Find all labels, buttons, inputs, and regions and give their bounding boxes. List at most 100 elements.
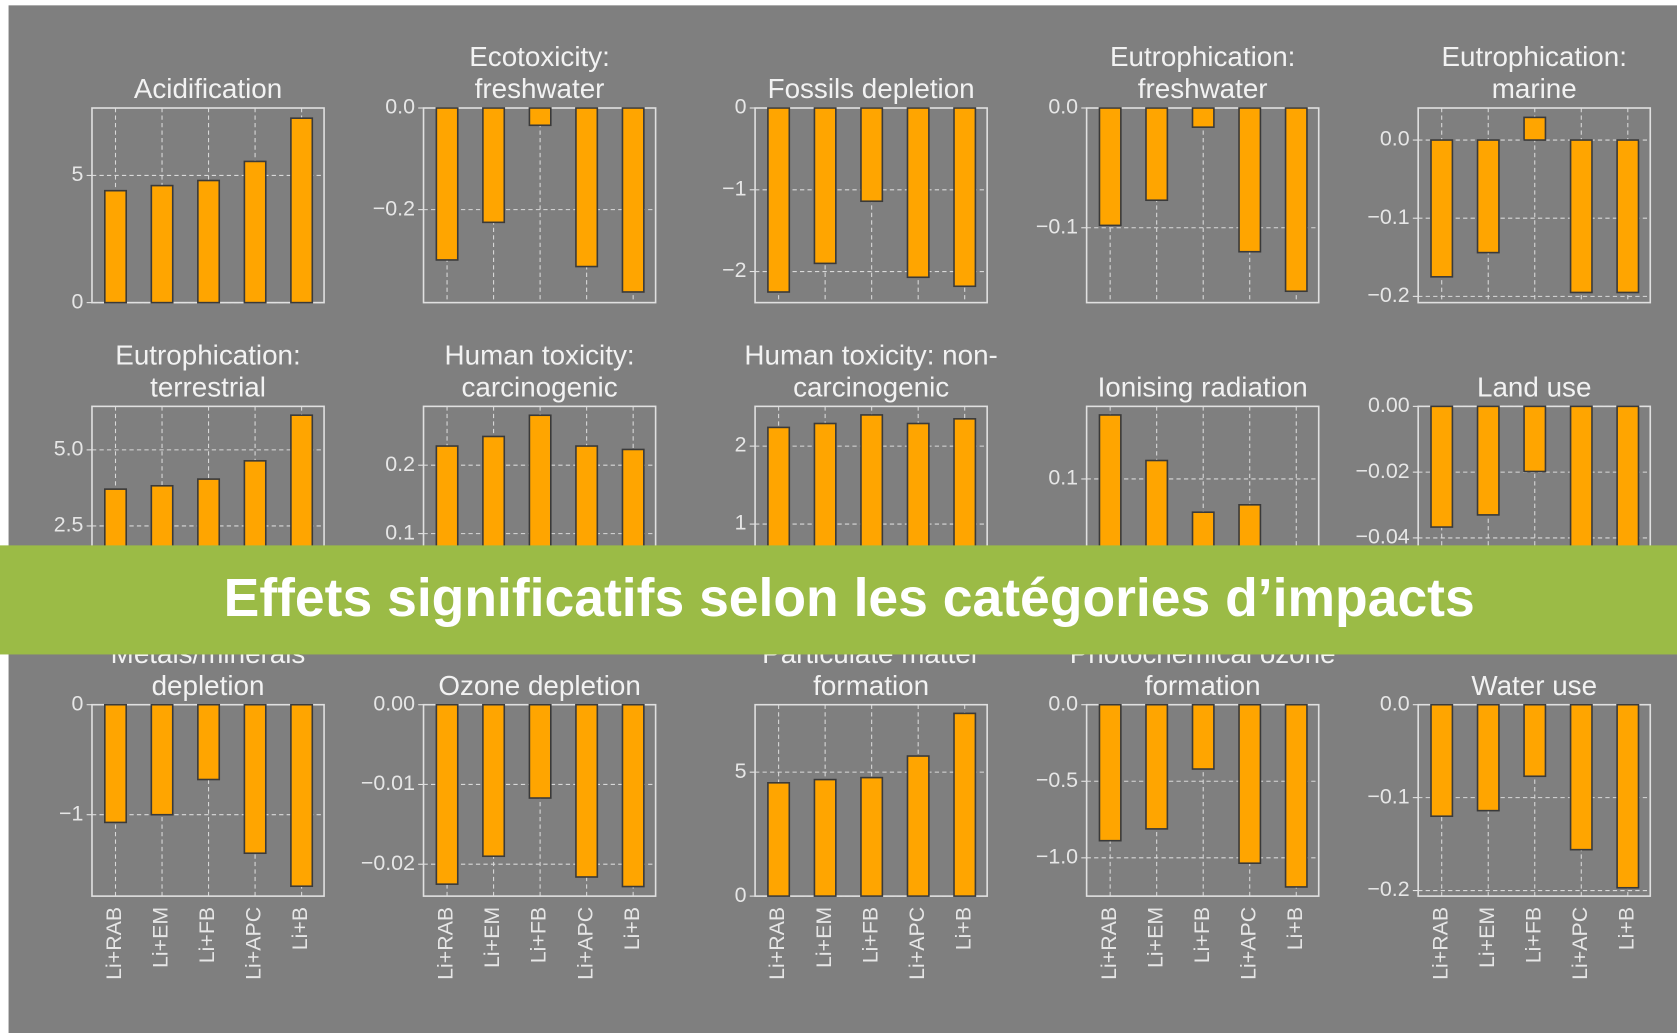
chart-title: Human toxicity: non- [744, 340, 997, 371]
y-tick-label: 0.0 [1048, 691, 1078, 715]
bar [435, 107, 459, 261]
y-tick-label: 2.5 [54, 513, 84, 537]
chart-title: Acidification [134, 73, 282, 104]
y-tick-label: −0.1 [1367, 784, 1409, 808]
bar [243, 160, 267, 304]
bar [435, 703, 459, 885]
chart-title: formation [1145, 670, 1261, 701]
chart-title: Ionising radiation [1098, 372, 1308, 403]
background [8, 5, 1677, 1033]
bar [243, 703, 267, 855]
y-tick-label: 0.0 [1048, 95, 1078, 119]
y-tick-label: −0.2 [1367, 877, 1409, 901]
x-tick-label: Li+APC [905, 907, 929, 980]
bar [1430, 139, 1454, 278]
y-tick-label: 0.0 [1380, 127, 1410, 151]
chart-title: Fossils depletion [768, 73, 975, 104]
bar [1616, 703, 1640, 889]
bar [813, 107, 837, 265]
bar [1476, 139, 1500, 254]
chart-title: formation [813, 670, 929, 701]
bar [1191, 703, 1215, 770]
x-tick-label: Li+RAB [1428, 907, 1452, 980]
bar [104, 189, 128, 304]
bar [621, 107, 645, 293]
bar [290, 703, 314, 888]
x-tick-label: Li+RAB [1097, 907, 1121, 980]
chart-title: Ozone depletion [438, 670, 640, 701]
bar [621, 703, 645, 888]
y-tick-label: 1 [735, 511, 747, 535]
x-tick-label: Li+B [288, 907, 312, 950]
bar [1616, 139, 1640, 294]
y-tick-label: 5.0 [54, 437, 84, 461]
y-tick-label: 0.0 [385, 95, 415, 119]
chart-title: Eutrophication: [1441, 41, 1626, 72]
y-tick-label: 0.00 [1368, 393, 1410, 417]
y-tick-label: 0.2 [385, 452, 415, 476]
chart-title: Human toxicity: [445, 340, 635, 371]
banner [0, 545, 1677, 655]
bar [1098, 703, 1122, 842]
bar [860, 776, 884, 897]
bar [1145, 703, 1169, 830]
chart-title: terrestrial [150, 372, 266, 403]
bar [1430, 405, 1454, 528]
bar [1523, 405, 1547, 473]
x-tick-label: Li+RAB [765, 907, 789, 980]
bar [197, 703, 221, 781]
bar [1284, 703, 1308, 888]
y-tick-label: −0.01 [361, 771, 415, 795]
x-tick-label: Li+RAB [102, 907, 126, 980]
chart-title: freshwater [1138, 73, 1268, 104]
y-tick-label: −0.02 [1356, 459, 1410, 483]
x-tick-label: Li+EM [480, 907, 504, 968]
bar [1098, 107, 1122, 227]
chart-title: depletion [152, 670, 265, 701]
chart-title: Eutrophication: [115, 340, 300, 371]
x-tick-label: Li+FB [527, 907, 551, 963]
chart-title: Ecotoxicity: [469, 41, 610, 72]
x-tick-label: Li+EM [149, 907, 173, 968]
y-tick-label: 0.1 [385, 520, 415, 544]
banner-text: Effets significatifs selon les catégorie… [224, 569, 1475, 628]
bar [104, 703, 128, 824]
x-tick-label: Li+FB [858, 907, 882, 963]
x-tick-label: Li+B [1283, 907, 1307, 950]
x-tick-label: Li+B [620, 907, 644, 950]
y-tick-label: −1.0 [1036, 844, 1078, 868]
bar [1569, 703, 1593, 851]
bar [575, 703, 599, 878]
bar [1430, 703, 1454, 818]
bar [767, 107, 791, 293]
x-tick-label: Li+FB [195, 907, 219, 963]
bar [767, 782, 791, 897]
y-tick-label: −1 [59, 801, 83, 825]
y-tick-label: −0.02 [361, 851, 415, 875]
x-tick-label: Li+APC [1236, 907, 1260, 980]
y-tick-label: −1 [722, 176, 746, 200]
y-tick-label: 0 [72, 691, 84, 715]
y-tick-label: −0.2 [373, 196, 415, 220]
plot-frame [1417, 107, 1652, 304]
y-tick-label: −2 [722, 258, 746, 282]
bar [906, 107, 930, 279]
chart-title: Eutrophication: [1110, 41, 1295, 72]
bar [860, 107, 884, 203]
x-tick-label: Li+APC [1568, 907, 1592, 980]
y-tick-label: 0.0 [1380, 691, 1410, 715]
bar [528, 107, 552, 127]
y-tick-label: 0 [72, 289, 84, 313]
bar [528, 703, 552, 799]
x-tick-label: Li+B [1614, 907, 1638, 950]
bar [575, 107, 599, 268]
bar [290, 117, 314, 304]
x-tick-label: Li+FB [1190, 907, 1214, 963]
bar [1523, 703, 1547, 778]
bar [1238, 703, 1262, 865]
bar [1191, 107, 1215, 128]
x-tick-label: Li+EM [1143, 907, 1167, 968]
bar [1145, 107, 1169, 202]
x-tick-label: Li+EM [812, 907, 836, 968]
y-tick-label: −0.5 [1036, 768, 1078, 792]
